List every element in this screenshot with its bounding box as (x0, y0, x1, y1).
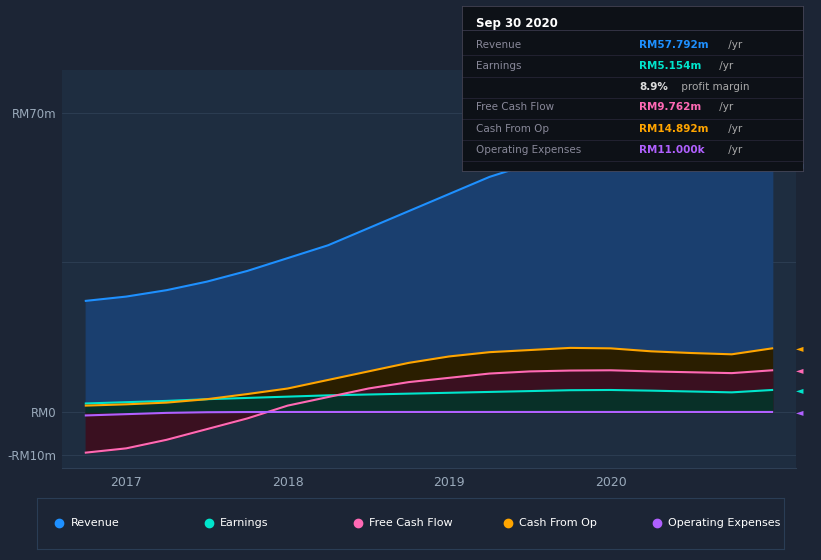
Text: Free Cash Flow: Free Cash Flow (369, 517, 453, 528)
Text: ◄: ◄ (796, 365, 804, 375)
Text: ◄: ◄ (796, 160, 804, 170)
Text: Revenue: Revenue (476, 40, 521, 50)
Text: /yr: /yr (716, 61, 733, 71)
Text: Cash From Op: Cash From Op (519, 517, 597, 528)
Text: /yr: /yr (725, 40, 742, 50)
Text: profit margin: profit margin (677, 82, 749, 91)
Text: Operating Expenses: Operating Expenses (668, 517, 781, 528)
Text: RM11.000k: RM11.000k (640, 145, 705, 155)
Text: RM9.762m: RM9.762m (640, 102, 702, 112)
Text: RM14.892m: RM14.892m (640, 124, 709, 134)
Text: Operating Expenses: Operating Expenses (476, 145, 581, 155)
Text: /yr: /yr (725, 145, 742, 155)
Text: 8.9%: 8.9% (640, 82, 668, 91)
Text: Earnings: Earnings (220, 517, 268, 528)
Text: ◄: ◄ (796, 407, 804, 417)
Text: /yr: /yr (725, 124, 742, 134)
Text: ◄: ◄ (796, 343, 804, 353)
Text: /yr: /yr (716, 102, 733, 112)
Text: Free Cash Flow: Free Cash Flow (476, 102, 554, 112)
Text: Cash From Op: Cash From Op (476, 124, 549, 134)
Text: ◄: ◄ (796, 385, 804, 395)
Text: Earnings: Earnings (476, 61, 521, 71)
Text: RM5.154m: RM5.154m (640, 61, 702, 71)
Text: RM57.792m: RM57.792m (640, 40, 709, 50)
Text: Revenue: Revenue (71, 517, 119, 528)
Text: Sep 30 2020: Sep 30 2020 (476, 17, 557, 30)
